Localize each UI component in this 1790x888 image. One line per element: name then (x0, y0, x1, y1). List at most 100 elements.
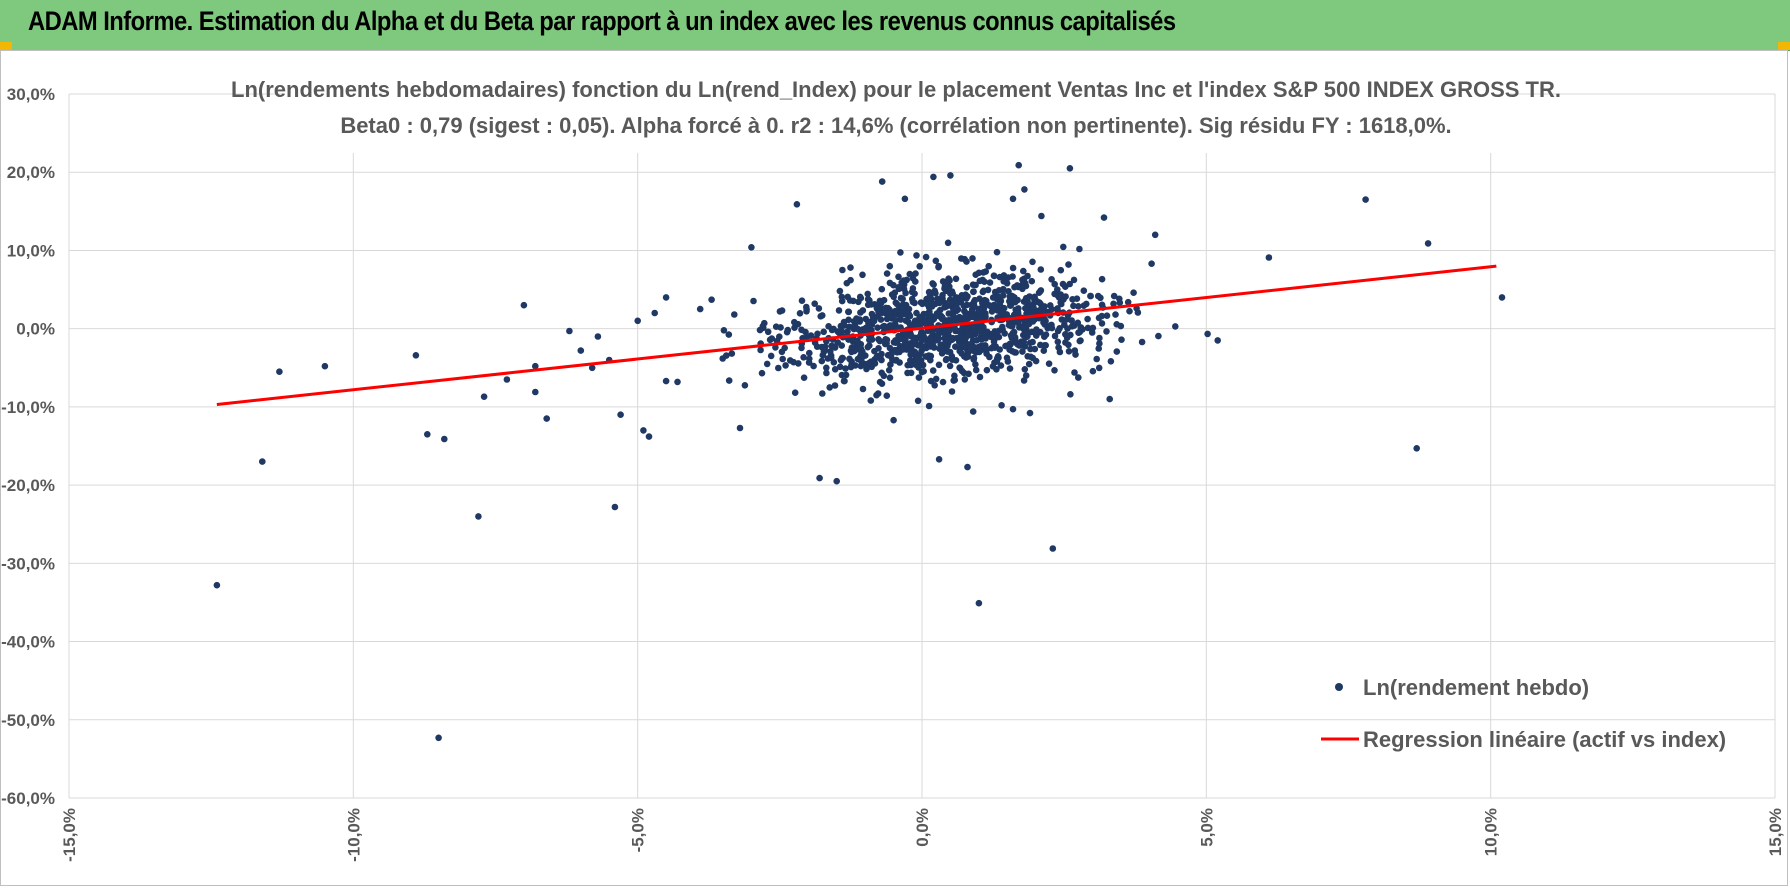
data-point (964, 353, 972, 361)
data-point (756, 326, 764, 334)
chart-grid (68, 93, 1776, 799)
chart-title-line2: Beta0 : 0,79 (sigest : 0,05). Alpha forc… (340, 113, 1451, 138)
data-point (766, 336, 774, 344)
data-point (930, 281, 937, 288)
data-point (1003, 354, 1011, 362)
data-point (1064, 325, 1071, 332)
data-point (952, 343, 959, 351)
data-point (1062, 331, 1069, 338)
data-point (475, 513, 482, 520)
data-point (926, 308, 933, 316)
data-point (853, 315, 860, 322)
data-point (948, 299, 955, 307)
data-point (975, 307, 983, 315)
data-point (1074, 319, 1082, 327)
data-point (974, 343, 982, 351)
data-point (1049, 545, 1057, 552)
data-point (948, 352, 956, 360)
data-point (949, 334, 957, 342)
data-point (1024, 272, 1031, 280)
data-point (820, 328, 827, 336)
data-point (924, 301, 932, 308)
data-point (893, 349, 901, 356)
data-point (1117, 322, 1125, 330)
data-point (1089, 367, 1097, 375)
data-point (1068, 317, 1075, 324)
data-point (1112, 311, 1119, 318)
data-point (839, 354, 846, 362)
data-point (995, 333, 1003, 341)
data-point (972, 366, 980, 374)
data-point (886, 262, 894, 270)
data-point (1100, 214, 1108, 221)
data-point (1009, 264, 1017, 272)
data-point (1037, 266, 1045, 273)
chart-title-background (283, 65, 1507, 153)
data-point (1098, 275, 1106, 283)
data-point (1040, 347, 1048, 355)
data-point (1022, 305, 1029, 312)
data-point (899, 346, 907, 353)
data-point (857, 344, 864, 352)
data-point (1051, 367, 1058, 374)
data-point (1051, 290, 1058, 298)
data-point (791, 389, 799, 397)
data-point (1110, 300, 1117, 308)
data-point (321, 362, 329, 370)
data-point (925, 402, 933, 410)
data-point (968, 313, 976, 321)
data-point (879, 323, 887, 331)
data-point (1130, 289, 1137, 296)
data-point (857, 362, 865, 370)
data-point (1070, 302, 1077, 310)
data-point (997, 362, 1005, 369)
data-point (899, 295, 906, 303)
data-point (1424, 240, 1432, 247)
data-point (1103, 312, 1111, 320)
data-point (781, 344, 788, 352)
data-point (1059, 280, 1067, 288)
data-point (889, 322, 897, 329)
x-tick-label: -10,0% (344, 808, 363, 862)
data-point (725, 331, 733, 338)
data-point (912, 270, 919, 277)
data-point (902, 336, 909, 343)
data-point (913, 309, 920, 317)
data-point (1048, 324, 1056, 332)
data-point (983, 366, 991, 374)
data-point (960, 302, 968, 309)
data-point (441, 435, 448, 443)
data-point (970, 356, 977, 363)
data-point (1005, 288, 1012, 295)
data-point (827, 354, 835, 362)
data-point (1000, 285, 1007, 293)
data-point (938, 350, 946, 357)
data-point (1055, 344, 1062, 351)
data-point (1008, 347, 1016, 355)
data-point (818, 357, 826, 365)
data-point (662, 377, 670, 385)
data-point (1013, 339, 1020, 347)
data-point (1098, 320, 1106, 327)
data-point (736, 424, 744, 432)
data-point (1024, 298, 1031, 305)
data-point (873, 353, 880, 361)
data-point (480, 393, 488, 401)
data-point (778, 307, 786, 314)
data-point (793, 201, 801, 208)
data-point (882, 336, 890, 344)
data-point (864, 301, 872, 309)
chart-title-line1: Ln(rendements hebdomadaires) fonction du… (231, 77, 1561, 102)
data-point (1060, 243, 1067, 251)
data-point (835, 307, 843, 314)
data-point (815, 305, 823, 312)
data-point (945, 275, 952, 282)
data-point (757, 346, 764, 354)
data-point (845, 336, 852, 343)
data-point (892, 317, 900, 324)
data-point (976, 277, 984, 285)
data-point (1011, 283, 1018, 291)
data-point (1051, 280, 1058, 288)
data-point (840, 318, 848, 326)
data-point (870, 317, 878, 325)
